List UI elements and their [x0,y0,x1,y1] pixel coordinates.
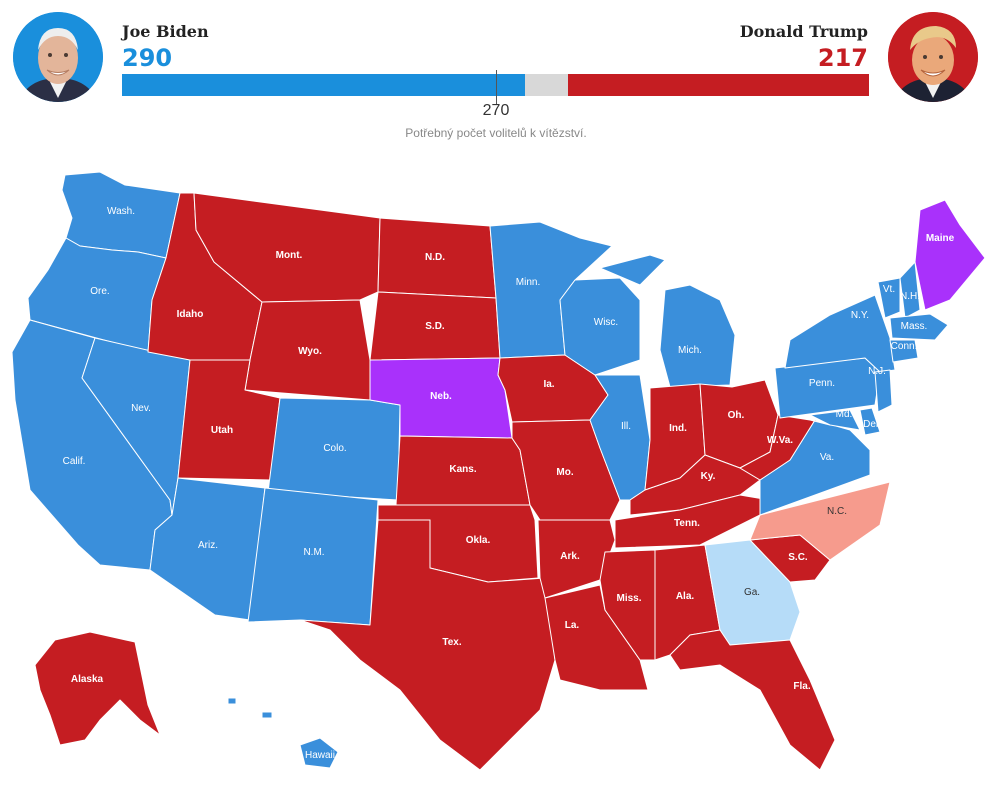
state-label-ct: Conn. [891,341,918,352]
state-label-md: Md. [836,409,853,420]
state-fl[interactable] [669,629,836,771]
state-hi[interactable] [227,697,339,769]
state-label-de: Del. [863,419,881,430]
state-nc[interactable] [749,481,891,561]
state-label-mn: Minn. [516,277,540,288]
trump-bar-segment [568,74,869,96]
state-label-il: Ill. [621,421,631,432]
state-label-ut: Utah [211,425,233,436]
state-label-vt: Vt. [883,284,895,295]
state-label-in: Ind. [669,423,687,434]
biden-bar-segment [122,74,525,96]
threshold-marker-stem [496,96,497,104]
state-label-ga: Ga. [744,587,760,598]
state-label-or: Ore. [90,286,109,297]
electoral-vote-bar [122,74,869,96]
threshold-caption: Potřebný počet volitelů k vítězství. [405,126,587,140]
state-label-wy: Wyo. [298,346,322,357]
state-ak[interactable] [34,631,161,746]
state-label-tn: Tenn. [674,518,700,529]
state-la[interactable] [544,584,649,691]
biden-electoral-votes: 290 [122,44,173,72]
trump-avatar [888,12,978,102]
state-label-ky: Ky. [701,471,716,482]
state-tx[interactable] [299,519,556,771]
state-mi[interactable] [599,254,736,388]
state-nh[interactable] [899,261,921,319]
state-label-al: Ala. [676,591,695,602]
state-label-sc: S.C. [788,552,808,563]
state-label-me: Maine [926,233,955,244]
state-de[interactable] [859,407,881,436]
state-ct[interactable] [889,339,919,363]
trump-portrait-icon [888,12,978,102]
state-me[interactable] [914,199,986,311]
trump-electoral-votes: 217 [817,44,868,72]
state-label-az: Ariz. [198,540,218,551]
state-label-ne: Neb. [430,391,452,402]
state-label-ma: Mass. [901,321,928,332]
state-label-ar: Ark. [560,551,580,562]
biden-avatar [13,12,103,102]
state-label-mt: Mont. [276,250,303,261]
state-label-nj: N.J. [868,366,886,377]
state-label-hi: Hawaii [305,750,335,761]
biden-name: Joe Biden [122,22,209,41]
state-label-nh: N.H. [900,291,920,302]
state-md[interactable] [809,409,861,431]
state-label-ny: N.Y. [851,310,869,321]
state-vt[interactable] [877,277,901,319]
state-label-nv: Nev. [131,403,151,414]
state-label-wi: Wisc. [594,317,618,328]
state-label-ak: Alaska [71,674,104,685]
state-ny[interactable] [784,294,896,373]
state-label-ia: Ia. [543,379,554,390]
state-label-ca: Calif. [63,456,86,467]
state-label-wa: Wash. [107,206,135,217]
state-wv[interactable] [739,414,831,481]
state-ma[interactable] [889,313,949,341]
state-label-mi: Mich. [678,345,702,356]
state-label-nc: N.C. [827,506,847,517]
state-il[interactable] [589,374,651,501]
trump-name: Donald Trump [739,22,868,41]
state-label-wv: W.Va. [767,435,793,446]
biden-portrait-icon [13,12,103,102]
state-label-la: La. [565,620,580,631]
state-label-fl: Fla. [793,681,810,692]
state-label-tx: Tex. [442,637,461,648]
state-label-ks: Kans. [449,464,476,475]
undecided-bar-segment [525,74,568,96]
state-label-sd: S.D. [425,321,445,332]
state-wi[interactable] [559,277,641,376]
state-label-mo: Mo. [556,467,573,478]
state-label-nd: N.D. [425,252,445,263]
state-label-ms: Miss. [616,593,641,604]
state-label-oh: Oh. [728,410,745,421]
threshold-marker [496,70,497,98]
state-label-id: Idaho [177,309,204,320]
state-label-nm: N.M. [303,547,324,558]
state-label-ok: Okla. [466,535,491,546]
state-label-va: Va. [820,452,834,463]
state-ky[interactable] [629,454,761,516]
state-label-pa: Penn. [809,378,835,389]
state-label-co: Colo. [323,443,346,454]
state-nj[interactable] [874,369,893,413]
threshold-value: 270 [482,102,510,119]
